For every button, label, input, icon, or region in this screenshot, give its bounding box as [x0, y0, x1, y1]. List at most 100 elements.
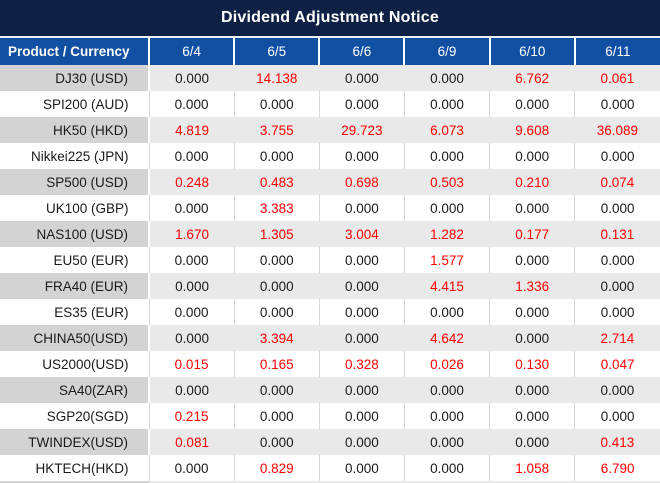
- value-cell: 0.000: [149, 65, 235, 91]
- value-cell: 0.000: [319, 325, 405, 351]
- value-cell: 0.000: [234, 377, 320, 403]
- value-cell: 6.762: [489, 65, 575, 91]
- value-cell: 1.336: [489, 273, 575, 299]
- value-cell: 1.282: [404, 221, 490, 247]
- value-cell: 0.074: [574, 169, 660, 195]
- table-row: SA40(ZAR) 0.000 0.000 0.000 0.000 0.000 0.000: [0, 377, 660, 403]
- value-cell: 0.000: [404, 429, 490, 455]
- product-cell: CHINA50(USD): [0, 325, 150, 351]
- value-cell: 0.000: [318, 195, 405, 221]
- value-cell: 0.483: [234, 169, 320, 195]
- table-row: SP500 (USD) 0.248 0.483 0.698 0.503 0.210 0.07…: [0, 169, 660, 195]
- product-cell: TWINDEX(USD): [0, 429, 150, 455]
- value-cell: 1.058: [489, 455, 575, 481]
- product-cell: SGP20(SGD): [46, 408, 129, 424]
- value-cell: 0.210: [489, 169, 575, 195]
- value-cell: 0.000: [233, 91, 320, 117]
- value-cell: 0.000: [234, 273, 320, 299]
- page-title: Dividend Adjustment Notice: [221, 9, 439, 26]
- value-cell: 0.000: [403, 91, 490, 117]
- value-cell: 0.503: [404, 169, 490, 195]
- table-row: EU50 (EUR) 0.000 0.000 0.000 1.577 0.000 0.000: [0, 247, 660, 273]
- value-cell: 0.000: [403, 455, 490, 481]
- value-cell: 0.061: [574, 65, 660, 91]
- value-cell: 29.723: [319, 117, 405, 143]
- value-cell: 0.000: [489, 377, 575, 403]
- value-cell: 0.000: [319, 429, 405, 455]
- value-cell: 0.000: [489, 195, 575, 221]
- table-row: CHINA50(USD) 0.000 3.394 0.000 4.642 0.000 2.7…: [0, 325, 660, 351]
- header-row: Product / Currency 6/4 6/5 6/6 6/9 6/10 6/11: [0, 38, 660, 65]
- value-cell: 0.177: [489, 221, 575, 247]
- value-cell: 0.000: [574, 377, 660, 403]
- value-cell: 0.000: [148, 143, 235, 169]
- value-cell: 4.415: [404, 273, 490, 299]
- value-cell: 9.608: [489, 117, 575, 143]
- value-cell: 0.000: [404, 65, 490, 91]
- value-cell: 0.000: [318, 91, 405, 117]
- table-row: UK100 (GBP) 0.000 3.383 0.000 0.000 0.000 0.00…: [0, 195, 660, 221]
- product-cell: US2000(USD): [42, 356, 129, 372]
- value-cell: 0.026: [403, 351, 490, 377]
- value-cell: 0.829: [233, 455, 320, 481]
- value-cell: 0.000: [403, 143, 490, 169]
- value-cell: 0.000: [149, 273, 235, 299]
- value-cell: 0.000: [574, 247, 660, 273]
- table-row: FRA40 (EUR) 0.000 0.000 0.000 4.415 1.336 0.00…: [0, 273, 660, 299]
- value-cell: 6.073: [404, 117, 490, 143]
- value-cell: 0.131: [574, 221, 660, 247]
- date-header: 6/10: [488, 38, 575, 65]
- value-cell: 0.000: [489, 247, 575, 273]
- value-cell: 0.000: [489, 299, 575, 325]
- value-cell: 36.089: [574, 117, 660, 143]
- value-cell: 0.047: [574, 351, 660, 377]
- value-cell: 0.000: [489, 325, 575, 351]
- product-cell: NAS100 (USD): [0, 221, 150, 247]
- value-cell: 0.000: [233, 247, 320, 273]
- title-divider: [0, 36, 660, 38]
- value-cell: 0.000: [404, 377, 490, 403]
- product-cell: SP500 (USD): [0, 169, 150, 195]
- date-header: 6/4: [147, 38, 235, 65]
- table-row: SPI200 (AUD) 0.000 0.000 0.000 0.000 0.000 0.0…: [0, 91, 660, 117]
- value-cell: 0.000: [318, 247, 405, 273]
- value-cell: 4.642: [404, 325, 490, 351]
- product-cell: FRA40 (EUR): [0, 273, 150, 299]
- value-cell: 0.215: [148, 403, 235, 429]
- value-cell: 0.000: [574, 403, 660, 429]
- value-cell: 0.000: [149, 377, 235, 403]
- table-row: DJ30 (USD) 0.000 14.138 0.000 0.000 6.762 0.06…: [0, 65, 660, 91]
- value-cell: 0.328: [318, 351, 405, 377]
- date-header: 6/9: [403, 38, 490, 65]
- value-cell: 1.670: [149, 221, 235, 247]
- product-currency-header: Product / Currency: [0, 38, 150, 65]
- table-row: TWINDEX(USD) 0.081 0.000 0.000 0.000 0.000 0.4…: [0, 429, 660, 455]
- value-cell: 0.000: [318, 403, 405, 429]
- value-cell: 0.000: [149, 325, 235, 351]
- product-cell: DJ30 (USD): [0, 65, 150, 91]
- date-header: 6/6: [318, 38, 405, 65]
- value-cell: 0.000: [148, 195, 235, 221]
- value-cell: 0.000: [574, 143, 660, 169]
- value-cell: 6.790: [574, 455, 660, 481]
- table-row: HK50 (HKD) 4.819 3.755 29.723 6.073 9.608 36.0…: [0, 117, 660, 143]
- value-cell: 0.000: [403, 403, 490, 429]
- dividend-adjustment-table: Product / Currency 6/4 6/5 6/6 6/9 6/10 6/11 …: [0, 38, 660, 481]
- bottom-partial-value-cells: [149, 481, 660, 483]
- value-cell: 0.000: [574, 195, 660, 221]
- table-row: ES35 (EUR) 0.000 0.000 0.000 0.000 0.000 0.000: [0, 299, 660, 325]
- bottom-partial-row: [0, 481, 660, 483]
- value-cell: 3.755: [234, 117, 320, 143]
- table-row: Nikkei225 (JPN) 0.000 0.000 0.000 0.000 0.000…: [0, 143, 660, 169]
- value-cell: 0.000: [233, 403, 320, 429]
- value-cell: 0.000: [574, 91, 660, 117]
- table-row: HKTECH(HKD) 0.000 0.829 0.000 0.000 1.058 6.79…: [0, 455, 660, 481]
- value-cell: 4.819: [149, 117, 235, 143]
- product-cell: SPI200 (AUD): [42, 96, 129, 112]
- value-cell: 1.305: [234, 221, 320, 247]
- table-row: SGP20(SGD) 0.215 0.000 0.000 0.000 0.000 0.000: [0, 403, 660, 429]
- bottom-partial-product-cell: [0, 481, 149, 483]
- value-cell: 0.000: [574, 273, 660, 299]
- table-row: US2000(USD) 0.015 0.165 0.328 0.026 0.130 0.04…: [0, 351, 660, 377]
